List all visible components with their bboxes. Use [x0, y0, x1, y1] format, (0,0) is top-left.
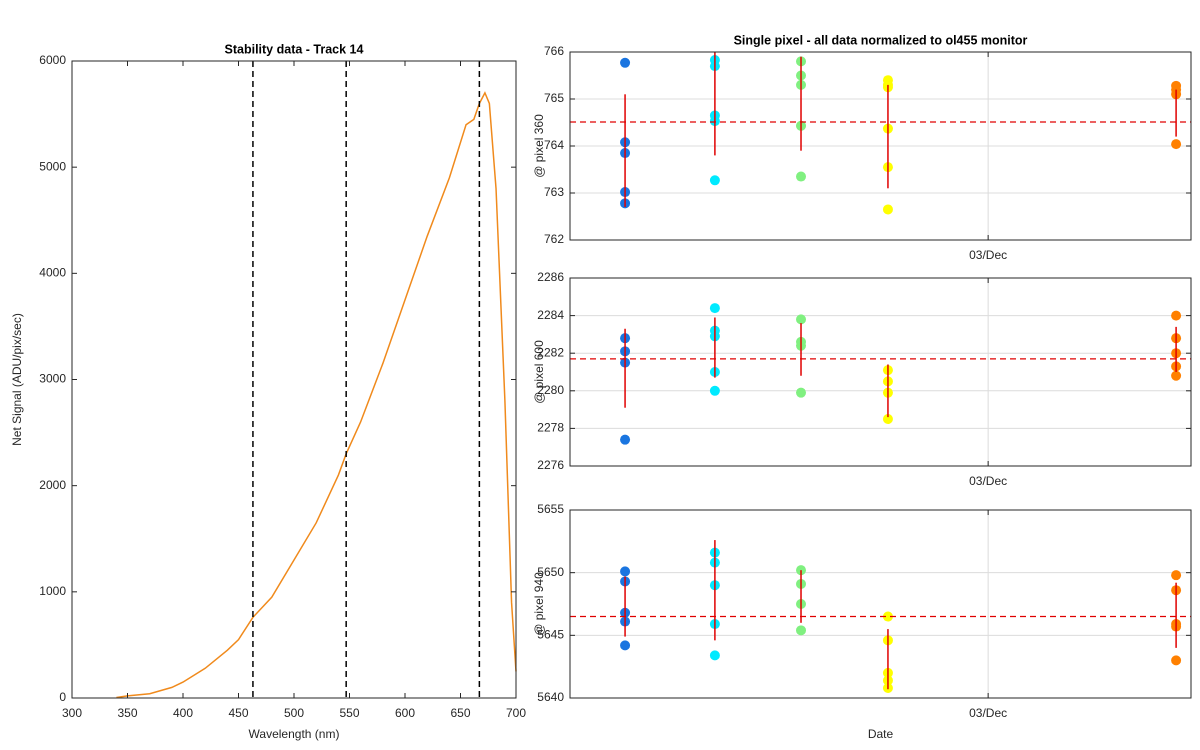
axes-frame: [71, 60, 517, 699]
y-tick-label: 1000: [39, 584, 66, 598]
x-tick-label: 03/Dec: [969, 706, 1007, 720]
axes-frame: [569, 509, 1192, 699]
y-tick-label: 2286: [537, 270, 564, 284]
y-tick-label: 765: [544, 91, 564, 105]
axes: 03/Dec 762 763 764 765 766 Single pixel - all …: [532, 33, 1192, 262]
y-tick-label: 2284: [537, 308, 564, 322]
y-tick-label: 2280: [537, 383, 564, 397]
chart-title: Stability data - Track 14: [225, 42, 364, 56]
axes-frame: [569, 277, 1192, 467]
y-tick-label: 5640: [537, 690, 564, 704]
x-tick-label: 350: [117, 706, 137, 720]
data-layer: [570, 303, 1191, 445]
point: [709, 650, 720, 661]
point: [709, 303, 720, 314]
point: [620, 640, 631, 651]
point: [1171, 370, 1182, 381]
point: [620, 434, 631, 445]
y-tick-label: 766: [544, 44, 564, 58]
point: [620, 566, 631, 577]
x-tick-label: 650: [450, 706, 470, 720]
point: [796, 387, 807, 398]
y-tick-label: 5645: [537, 628, 564, 642]
x-tick-label: 03/Dec: [969, 474, 1007, 488]
y-tick-label: 3000: [39, 372, 66, 386]
line: [116, 91, 517, 699]
y-tick-label: 5650: [537, 565, 564, 579]
x-tick-label: 700: [506, 706, 526, 720]
y-tick-label: 763: [544, 185, 564, 199]
axes: 300 350 400 450 500 550 600 650 700 0 1000 2000 3000…: [10, 42, 526, 741]
point: [796, 314, 807, 325]
point: [1171, 655, 1182, 666]
y-tick-label: 5655: [537, 502, 564, 516]
y-axis-label: Net Signal (ADU/pix/sec): [10, 313, 24, 446]
y-tick-label: 5000: [39, 159, 66, 173]
point: [620, 57, 631, 68]
chart-title: Single pixel - all data normalized to ol…: [734, 33, 1028, 47]
data-layer: [570, 540, 1191, 693]
axes-frame: [569, 51, 1192, 241]
y-tick-label: 764: [544, 138, 564, 152]
point: [882, 414, 893, 424]
point: [1171, 310, 1182, 321]
point: [882, 611, 893, 622]
y-tick-label: 4000: [39, 266, 66, 280]
x-tick-label: 500: [284, 706, 304, 720]
y-tick-label: 2278: [537, 421, 564, 435]
x-tick-label: 300: [62, 706, 82, 720]
point: [709, 175, 720, 186]
y-tick-label: 762: [544, 232, 564, 246]
x-axis-label: Wavelength (nm): [249, 727, 340, 741]
x-axis-label: Date: [868, 727, 894, 741]
y-tick-label: 2000: [39, 478, 66, 492]
x-tick-label: 450: [228, 706, 248, 720]
axes: 03/Dec 2276 2278 2280 2282 2284 2286 @ pixel 60…: [532, 270, 1192, 488]
x-tick-label: 03/Dec: [969, 248, 1007, 262]
axes: 03/Dec 5640 5645 5650 5655 Date @ pixel 940: [532, 502, 1192, 741]
x-tick-label: 550: [339, 706, 359, 720]
data-layer: [116, 61, 517, 699]
plot-area: [72, 61, 516, 698]
y-axis-label: @ pixel 940: [532, 572, 546, 636]
point: [709, 385, 720, 396]
x-tick-label: 400: [173, 706, 193, 720]
y-tick-label: 6000: [39, 53, 66, 67]
y-axis-label: @ pixel 360: [532, 114, 546, 178]
plot-area: [570, 278, 1191, 466]
point: [882, 204, 893, 215]
point: [796, 625, 807, 636]
plot-area: [570, 510, 1191, 698]
y-tick-label: 0: [59, 690, 66, 704]
y-tick-label: 2282: [537, 345, 564, 359]
point: [1171, 570, 1182, 581]
y-tick-label: 2276: [537, 458, 564, 472]
point: [1171, 139, 1182, 150]
y-axis-label: @ pixel 600: [532, 340, 546, 404]
x-tick-label: 600: [395, 706, 415, 720]
data-layer: [570, 52, 1191, 215]
point: [796, 171, 807, 182]
